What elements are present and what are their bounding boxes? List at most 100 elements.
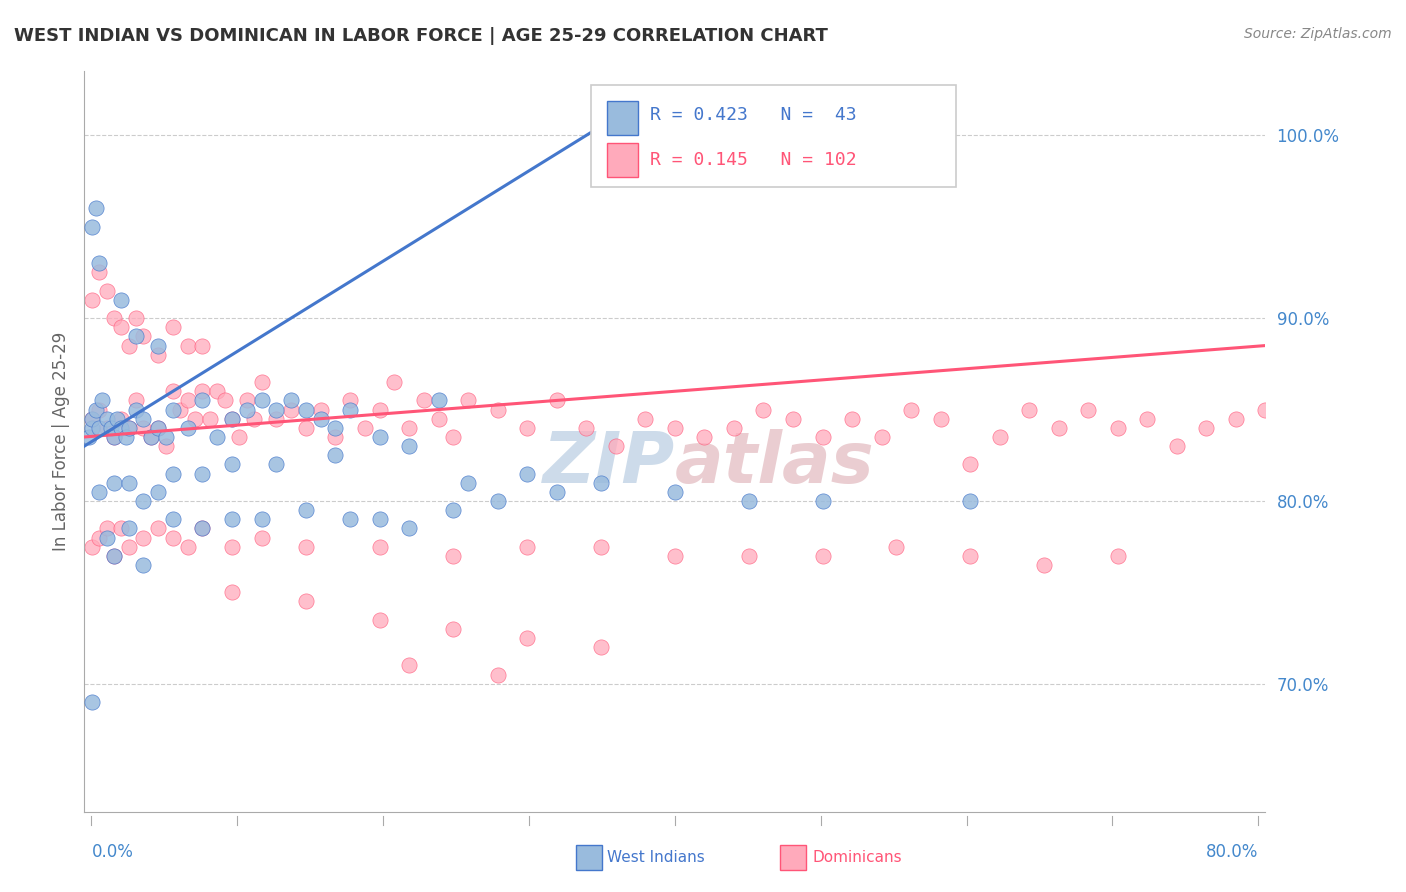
Point: [516, 631, 538, 645]
Point: [103, 311, 125, 326]
Point: [221, 585, 243, 599]
Point: [309, 411, 332, 425]
Point: [118, 540, 141, 554]
Point: [427, 393, 450, 408]
Point: [205, 430, 228, 444]
Point: [1136, 411, 1159, 425]
Point: [243, 411, 266, 425]
Point: [132, 421, 155, 435]
Point: [177, 393, 200, 408]
Point: [110, 320, 132, 334]
Point: [221, 411, 243, 425]
Point: [162, 467, 184, 481]
Point: [295, 503, 318, 517]
Point: [368, 613, 391, 627]
Point: [591, 475, 613, 490]
Point: [1107, 549, 1129, 563]
Point: [427, 411, 450, 425]
Point: [323, 448, 347, 462]
Point: [100, 421, 122, 435]
Point: [125, 393, 148, 408]
Point: [191, 338, 214, 352]
Point: [782, 411, 804, 425]
Point: [368, 402, 391, 417]
Point: [110, 411, 132, 425]
Point: [77, 430, 100, 444]
Point: [118, 475, 141, 490]
Point: [96, 521, 118, 535]
Point: [1047, 421, 1070, 435]
Point: [516, 540, 538, 554]
Point: [177, 540, 200, 554]
Text: West Indians: West Indians: [607, 850, 706, 864]
Point: [546, 393, 568, 408]
Point: [295, 594, 318, 608]
Point: [398, 439, 420, 453]
Point: [486, 402, 509, 417]
Text: Source: ZipAtlas.com: Source: ZipAtlas.com: [1244, 27, 1392, 41]
Text: atlas: atlas: [675, 429, 875, 499]
Point: [295, 421, 318, 435]
Point: [486, 494, 509, 508]
Point: [162, 512, 184, 526]
Point: [988, 430, 1011, 444]
Point: [155, 439, 177, 453]
Point: [103, 430, 125, 444]
Point: [191, 467, 214, 481]
Point: [235, 393, 259, 408]
Point: [368, 512, 391, 526]
Point: [250, 512, 273, 526]
Point: [132, 558, 155, 572]
Point: [87, 484, 111, 499]
Text: Dominicans: Dominicans: [813, 850, 903, 864]
Point: [114, 430, 136, 444]
Point: [575, 421, 598, 435]
Point: [191, 521, 214, 535]
Point: [280, 393, 302, 408]
Point: [841, 411, 863, 425]
Point: [368, 540, 391, 554]
Point: [264, 402, 288, 417]
Point: [80, 540, 103, 554]
Point: [811, 430, 834, 444]
Point: [80, 411, 103, 425]
Point: [103, 430, 125, 444]
Point: [738, 549, 761, 563]
Point: [250, 393, 273, 408]
Point: [162, 384, 184, 399]
Point: [441, 430, 464, 444]
Point: [177, 338, 200, 352]
Point: [80, 695, 103, 709]
Point: [162, 402, 184, 417]
Point: [148, 348, 170, 362]
Point: [1225, 411, 1247, 425]
Point: [1018, 402, 1040, 417]
Point: [1195, 421, 1218, 435]
Point: [96, 284, 118, 298]
Point: [191, 521, 214, 535]
Point: [139, 430, 162, 444]
Point: [591, 540, 613, 554]
Point: [148, 484, 170, 499]
Point: [184, 411, 207, 425]
Point: [959, 458, 981, 472]
Point: [221, 512, 243, 526]
Point: [118, 338, 141, 352]
Point: [228, 430, 250, 444]
Point: [752, 402, 775, 417]
Point: [148, 421, 170, 435]
Point: [80, 411, 103, 425]
Point: [738, 494, 761, 508]
Point: [1107, 421, 1129, 435]
Point: [354, 421, 377, 435]
Point: [235, 402, 259, 417]
Point: [664, 421, 686, 435]
Point: [118, 421, 141, 435]
Point: [177, 421, 200, 435]
Point: [295, 540, 318, 554]
Point: [80, 219, 103, 234]
Point: [118, 421, 141, 435]
Point: [264, 458, 288, 472]
Point: [1166, 439, 1188, 453]
Point: [516, 467, 538, 481]
